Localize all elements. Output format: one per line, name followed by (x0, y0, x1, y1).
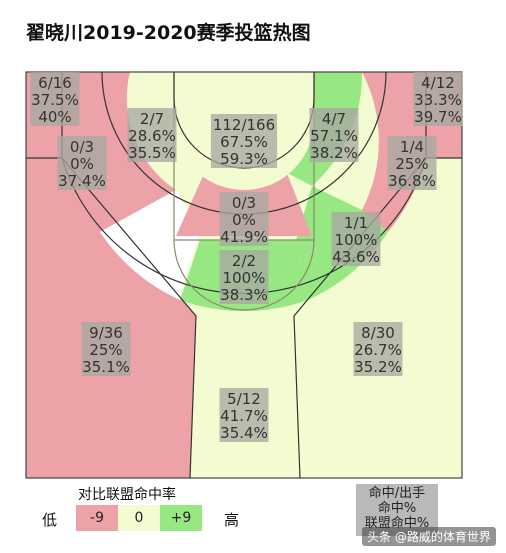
zone-league-pct: 38.3% (220, 286, 268, 304)
zone-label-box (210, 114, 278, 168)
legend-high-label: 高 (224, 511, 240, 529)
zone-label-box (353, 322, 403, 376)
zone-label-box (387, 136, 437, 190)
zone-fg-pct: 33.3% (414, 91, 462, 109)
zone-fg-pct: 25% (395, 155, 428, 173)
zone-league-pct: 41.9% (220, 228, 268, 246)
zone-made-attempts: 8/30 (361, 324, 395, 342)
zone-fg-pct: 100% (223, 269, 266, 287)
zone-label-box (81, 322, 131, 376)
legend-low-label: 低 (42, 511, 58, 529)
zone-league-pct: 38.2% (310, 144, 358, 162)
zone-label-box (413, 72, 463, 126)
zone-made-attempts: 0/3 (232, 194, 256, 212)
zone-label: 2/728.6%35.5% (127, 108, 177, 162)
legend-swatch-even: 0 (118, 505, 160, 531)
zone-made-attempts: 2/7 (140, 110, 164, 128)
zone-label-box (219, 250, 269, 304)
key-line-made-attempts: 命中/出手 (368, 486, 426, 501)
zone-made-attempts: 5/12 (227, 390, 261, 408)
zone-fg-pct: 57.1% (310, 127, 358, 145)
zone-league-pct: 39.7% (414, 108, 462, 126)
zone-league-pct: 43.6% (332, 248, 380, 266)
zone-fg-pct: 28.6% (128, 127, 176, 145)
legend-title: 对比联盟命中率 (78, 487, 176, 503)
zone-league-pct: 35.2% (354, 358, 402, 376)
key-line-fg-pct: 命中% (377, 501, 417, 516)
zone-fg-pct: 25% (89, 341, 122, 359)
zone-left-elbow-mid (100, 190, 200, 300)
zone-fg-pct: 26.7% (354, 341, 402, 359)
zone-fg-pct: 0% (70, 155, 94, 173)
zone-label-box (219, 388, 269, 442)
zone-made-attempts: 112/166 (213, 116, 275, 134)
zone-label-box (127, 108, 177, 162)
zone-label-box (30, 72, 80, 126)
legend-swatch-above: +9 (160, 505, 202, 531)
zone-league-pct: 37.4% (58, 172, 106, 190)
zone-fg-pct: 67.5% (220, 133, 268, 151)
chart-title: 翟晓川2019-2020赛季投篮热图 (26, 22, 311, 44)
zone-made-attempts: 2/2 (232, 252, 256, 270)
legend-swatch-below: -9 (76, 505, 118, 531)
zone-made-attempts: 1/4 (400, 138, 424, 156)
zone-label: 0/30%37.4% (57, 136, 107, 190)
zone-label: 1/425%36.8% (387, 136, 437, 190)
zone-fg-pct: 0% (232, 211, 256, 229)
zone-label-box (57, 136, 107, 190)
zone-label-box (309, 108, 359, 162)
zone-league-pct: 35.4% (220, 424, 268, 442)
zone-made-attempts: 4/7 (322, 110, 346, 128)
zone-label-box (219, 192, 269, 246)
zone-fg-pct: 37.5% (31, 91, 79, 109)
zone-fg-pct: 41.7% (220, 407, 268, 425)
zone-league-pct: 40% (38, 108, 71, 126)
zone-label: 0/30%41.9% (219, 192, 269, 246)
watermark: 头条 @路威的体育世界 (362, 527, 496, 546)
zone-league-pct: 59.3% (220, 150, 268, 168)
zone-label-box (331, 212, 381, 266)
zone-label: 4/757.1%38.2% (309, 108, 359, 162)
zone-made-attempts: 0/3 (70, 138, 94, 156)
zone-league-pct: 35.5% (128, 144, 176, 162)
zone-right-wing-three (294, 158, 462, 478)
zone-made-attempts: 1/1 (344, 214, 368, 232)
zone-league-pct: 35.1% (82, 358, 130, 376)
zone-left-wing-three (26, 158, 196, 478)
zone-fg-pct: 100% (335, 231, 378, 249)
zone-made-attempts: 6/16 (38, 74, 72, 92)
zone-league-pct: 36.8% (388, 172, 436, 190)
zone-made-attempts: 9/36 (89, 324, 123, 342)
zone-made-attempts: 4/12 (421, 74, 455, 92)
